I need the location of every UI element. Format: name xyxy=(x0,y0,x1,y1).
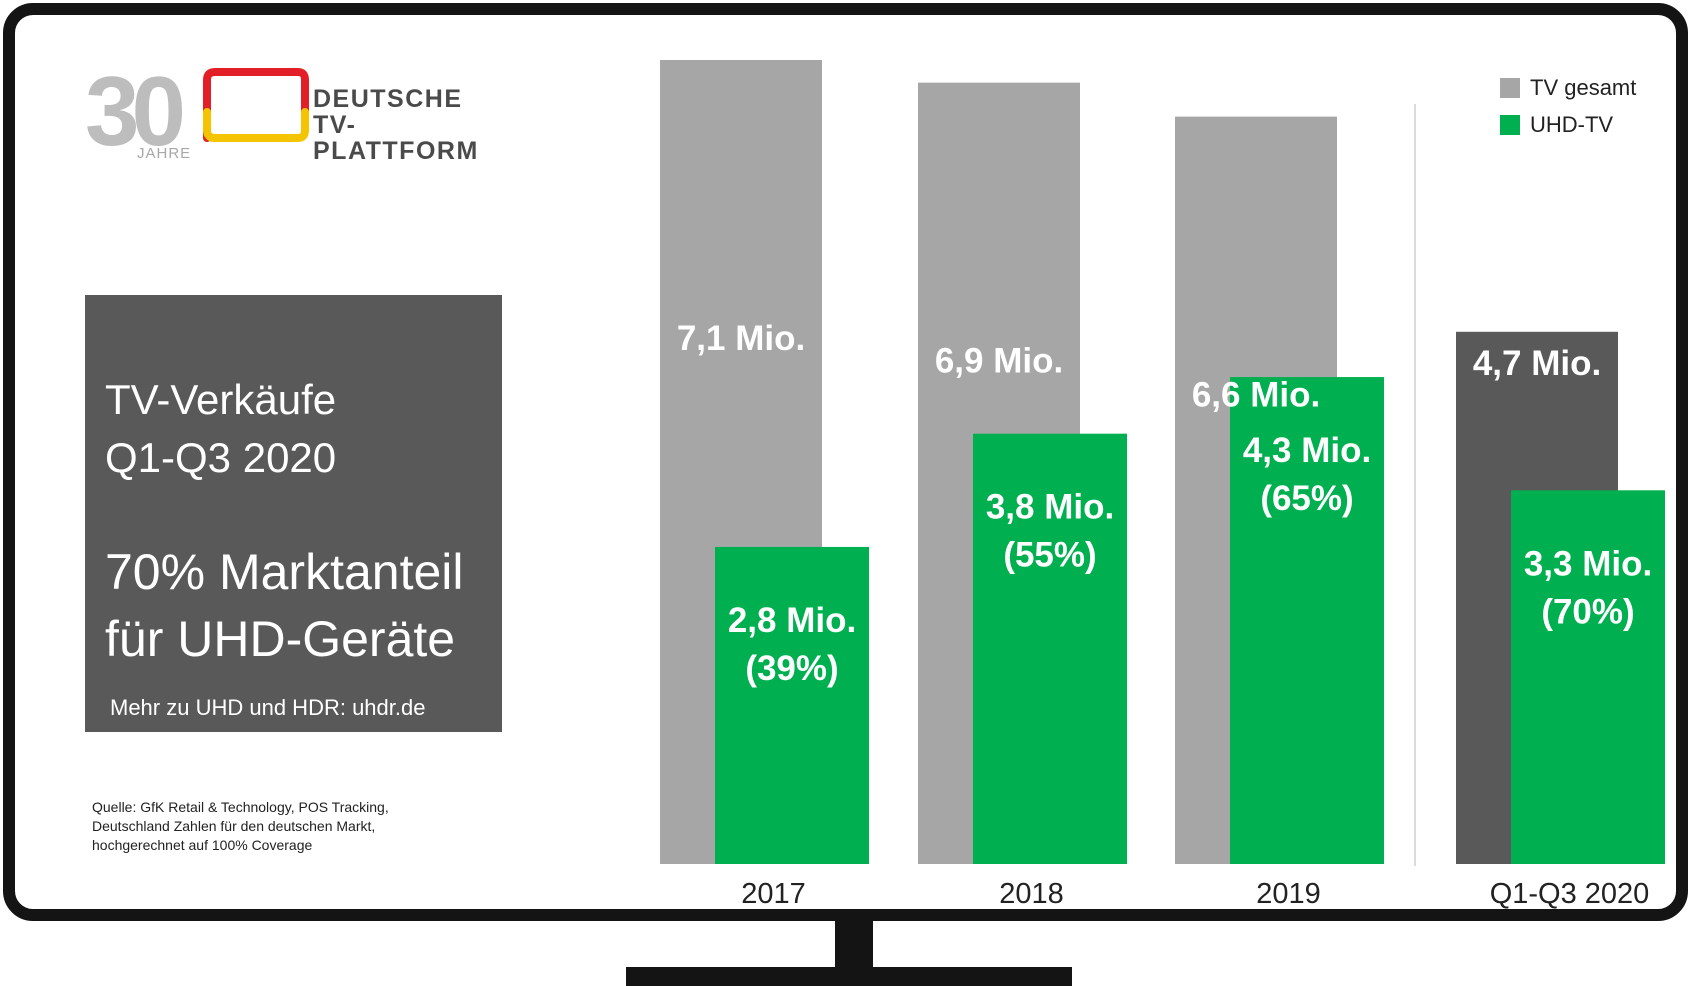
headline-line-1: TV-Verkäufe xyxy=(105,376,337,423)
headline: TV-Verkäufe Q1-Q3 2020 xyxy=(105,371,336,487)
x-tick-label: 2019 xyxy=(1256,878,1321,910)
logo-line-2: TV-PLATTFORM xyxy=(313,111,479,165)
data-label-uhd-share: (70%) xyxy=(1541,592,1634,631)
logo-number: 30 xyxy=(85,56,186,166)
data-label-uhd-share: (55%) xyxy=(1003,536,1096,575)
tv-stand-neck xyxy=(835,921,873,967)
source-line-3: hochgerechnet auf 100% Coverage xyxy=(92,837,313,853)
logo-line-1: DEUTSCHE xyxy=(313,85,463,113)
bar-uhd-tv xyxy=(1230,377,1384,864)
more-info-link[interactable]: Mehr zu UHD und HDR: uhdr.de xyxy=(110,695,426,720)
data-label-tv-gesamt: 7,1 Mio. xyxy=(677,319,805,358)
logo: 30 JAHRE DEUTSCHE TV-PLATTFORM xyxy=(85,62,505,168)
data-label-uhd-tv: 4,3 Mio. xyxy=(1243,431,1371,470)
legend-label: UHD-TV xyxy=(1530,112,1613,137)
logo-wordmark: DEUTSCHE TV-PLATTFORM xyxy=(313,86,505,164)
data-label-uhd-share: (65%) xyxy=(1260,479,1353,518)
legend-swatch xyxy=(1500,78,1520,98)
legend-label: TV gesamt xyxy=(1530,75,1636,100)
legend-swatch xyxy=(1500,115,1520,135)
source-line-1: Quelle: GfK Retail & Technology, POS Tra… xyxy=(92,799,389,815)
bar-uhd-tv xyxy=(1511,490,1665,864)
data-label-uhd-share: (39%) xyxy=(745,649,838,688)
data-label-uhd-tv: 3,3 Mio. xyxy=(1524,544,1652,583)
tv-logo-icon xyxy=(203,68,309,142)
data-label-tv-gesamt: 4,7 Mio. xyxy=(1473,344,1601,383)
data-label-uhd-tv: 2,8 Mio. xyxy=(728,601,856,640)
data-label-tv-gesamt: 6,9 Mio. xyxy=(935,342,1063,381)
tv-stand-foot xyxy=(626,967,1072,986)
bar-uhd-tv xyxy=(973,433,1127,864)
data-label-uhd-tv: 3,8 Mio. xyxy=(986,488,1114,527)
info-box: TV-Verkäufe Q1-Q3 2020 70% Marktanteil f… xyxy=(85,295,502,732)
data-label-tv-gesamt: 6,6 Mio. xyxy=(1192,376,1320,415)
subheadline-line-2: für UHD-Geräte xyxy=(105,611,456,667)
bar-chart-svg: 7,1 Mio. 2,8 Mio. (39%) 2017 6,9 Mio. 3,8 Mio… xyxy=(660,60,1665,910)
subheadline: 70% Marktanteil für UHD-Geräte xyxy=(105,539,464,673)
x-tick-label: Q1-Q3 2020 xyxy=(1490,878,1650,910)
x-tick-label: 2017 xyxy=(741,878,806,910)
bar-uhd-tv xyxy=(715,546,869,864)
x-tick-label: 2018 xyxy=(999,878,1064,910)
source-note: Quelle: GfK Retail & Technology, POS Tra… xyxy=(92,798,389,855)
source-line-2: Deutschland Zahlen für den deutschen Mar… xyxy=(92,818,376,834)
subheadline-line-1: 70% Marktanteil xyxy=(105,544,464,600)
logo-years: JAHRE xyxy=(137,145,192,162)
bar-chart: 7,1 Mio. 2,8 Mio. (39%) 2017 6,9 Mio. 3,8 Mio… xyxy=(600,40,1680,920)
headline-line-2: Q1-Q3 2020 xyxy=(105,434,337,481)
